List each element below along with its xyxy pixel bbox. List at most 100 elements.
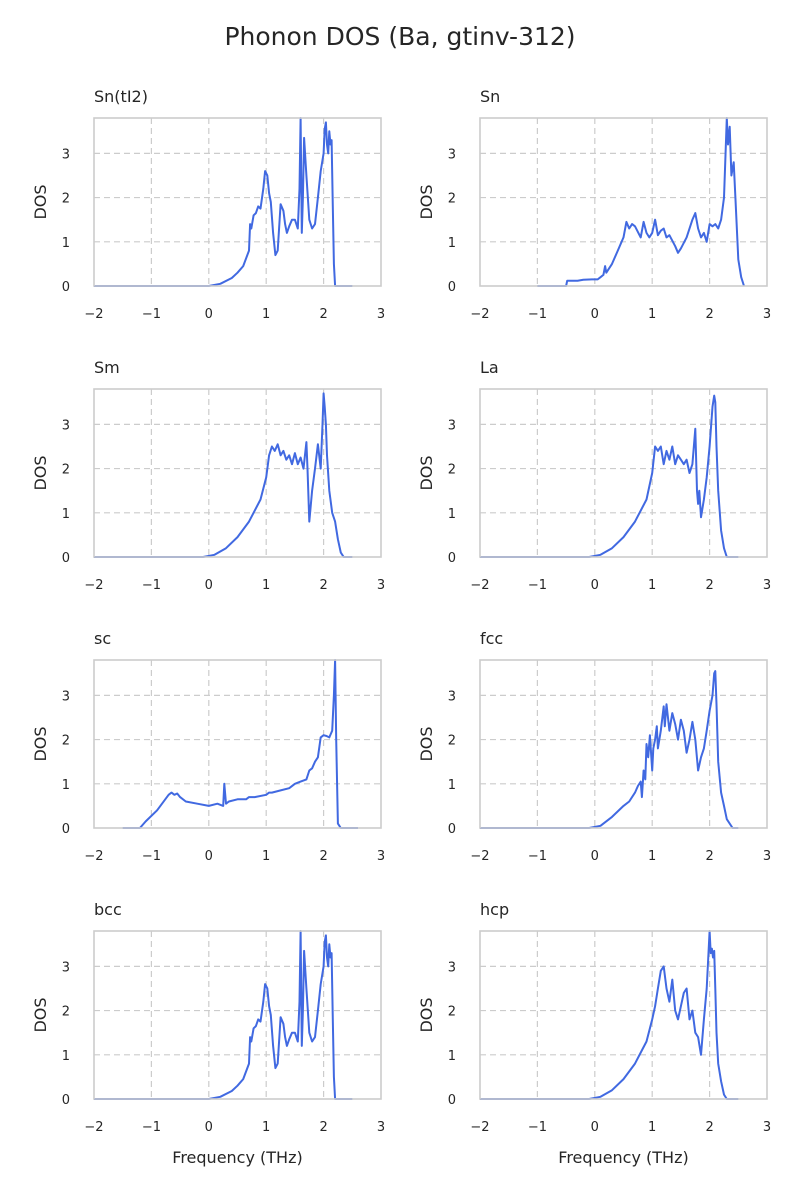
x-tick-label: −1 [142,578,161,593]
panel-title: Sn [480,87,500,106]
x-tick-label: 2 [705,307,713,322]
x-tick-label: 0 [205,1120,213,1135]
x-tick-label: −1 [528,1120,547,1135]
y-tick-label: 0 [62,280,70,295]
y-tick-label: 1 [448,236,456,251]
y-tick-label: 0 [448,551,456,566]
y-tick-label: 3 [448,689,456,704]
y-tick-label: 3 [62,960,70,975]
x-tick-label: 3 [763,307,771,322]
y-tick-label: 0 [62,551,70,566]
x-tick-label: 0 [205,849,213,864]
figure-title: Phonon DOS (Ba, gtinv-312) [224,22,575,51]
y-tick-label: 0 [62,822,70,837]
y-axis-label: DOS [417,455,436,490]
y-tick-label: 1 [62,778,70,793]
x-tick-label: 3 [377,1120,385,1135]
panel-4: sc −2 −1 0 1 2 3 0 1 2 3 DOS [31,629,385,864]
axes-frame [93,659,382,829]
panel-5: fcc −2 −1 0 1 2 3 0 1 2 3 DOS [417,629,771,864]
panel-title: sc [94,629,111,648]
x-tick-label: 0 [591,578,599,593]
axes-frame [93,388,382,558]
y-tick-label: 1 [62,1049,70,1064]
dos-series-line [480,394,739,558]
y-axis-label: DOS [417,726,436,761]
x-tick-label: 1 [648,307,656,322]
y-axis-label: DOS [31,726,50,761]
x-tick-label: 2 [319,307,327,322]
y-tick-label: 2 [62,1005,70,1020]
y-tick-label: 1 [62,236,70,251]
y-tick-label: 3 [448,418,456,433]
dos-series-line [480,670,739,829]
x-tick-label: 3 [377,578,385,593]
x-tick-label: 0 [591,1120,599,1135]
x-tick-label: 2 [705,578,713,593]
x-tick-label: 3 [377,307,385,322]
x-tick-label: −2 [84,307,103,322]
panel-title: Sm [94,358,120,377]
x-tick-label: −2 [84,1120,103,1135]
y-tick-label: 0 [448,280,456,295]
y-tick-label: 3 [448,960,456,975]
dos-series-line [537,117,745,287]
y-tick-label: 1 [62,507,70,522]
x-tick-label: −1 [528,849,547,864]
y-tick-label: 1 [448,1049,456,1064]
y-tick-label: 2 [62,192,70,207]
x-axis-label: Frequency (THz) [172,1148,302,1167]
axes-frame [479,930,768,1100]
x-tick-label: −1 [142,1120,161,1135]
dos-series-line [94,117,353,287]
x-tick-label: 1 [648,578,656,593]
y-tick-label: 0 [448,822,456,837]
x-tick-label: −1 [528,578,547,593]
x-tick-label: −2 [470,1120,489,1135]
dos-series-line [94,930,353,1100]
panel-title: Sn(tI2) [94,87,148,106]
y-tick-label: 3 [62,147,70,162]
y-tick-label: 1 [448,507,456,522]
dos-series-line [480,930,739,1100]
x-tick-label: 1 [262,1120,270,1135]
x-tick-label: 2 [319,1120,327,1135]
y-axis-label: DOS [417,184,436,219]
y-tick-label: 2 [62,463,70,478]
x-tick-label: 1 [262,578,270,593]
panel-title: bcc [94,900,122,919]
x-tick-label: 3 [377,849,385,864]
x-tick-label: −1 [528,307,547,322]
axes-frame [479,117,768,287]
x-tick-label: −2 [470,578,489,593]
x-tick-label: 2 [319,849,327,864]
y-axis-label: DOS [31,184,50,219]
panel-0: Sn(tI2) −2 −1 0 1 2 3 0 1 2 3 DOS [31,87,385,322]
panel-7: hcp −2 −1 0 1 2 3 0 1 2 3 DOS Frequency (THz) [417,900,771,1167]
panel-title: La [480,358,499,377]
x-tick-label: 1 [262,307,270,322]
panel-title: hcp [480,900,509,919]
x-tick-label: −1 [142,307,161,322]
panel-2: Sm −2 −1 0 1 2 3 0 1 2 3 DOS [31,358,385,593]
panel-3: La −2 −1 0 1 2 3 0 1 2 3 DOS [417,358,771,593]
y-tick-label: 0 [448,1093,456,1108]
x-tick-label: 1 [648,849,656,864]
x-tick-label: 1 [262,849,270,864]
x-tick-label: 0 [591,307,599,322]
x-tick-label: 0 [205,578,213,593]
x-tick-label: −2 [84,849,103,864]
y-tick-label: 0 [62,1093,70,1108]
axes-frame [479,659,768,829]
y-tick-label: 2 [448,192,456,207]
panel-6: bcc −2 −1 0 1 2 3 0 1 2 3 DOS Frequency (THz) [31,900,385,1167]
y-axis-label: DOS [31,455,50,490]
y-axis-label: DOS [417,997,436,1032]
axes-frame [93,930,382,1100]
dos-series-line [122,659,358,829]
x-tick-label: 3 [763,1120,771,1135]
axes-frame [93,117,382,287]
panels-group: Sn(tI2) −2 −1 0 1 2 3 0 1 2 3 DOS Sn −2 −1 0 1 2 3 0 1 2 3 DOS S… [31,87,771,1167]
axes-frame [479,388,768,558]
y-tick-label: 1 [448,778,456,793]
